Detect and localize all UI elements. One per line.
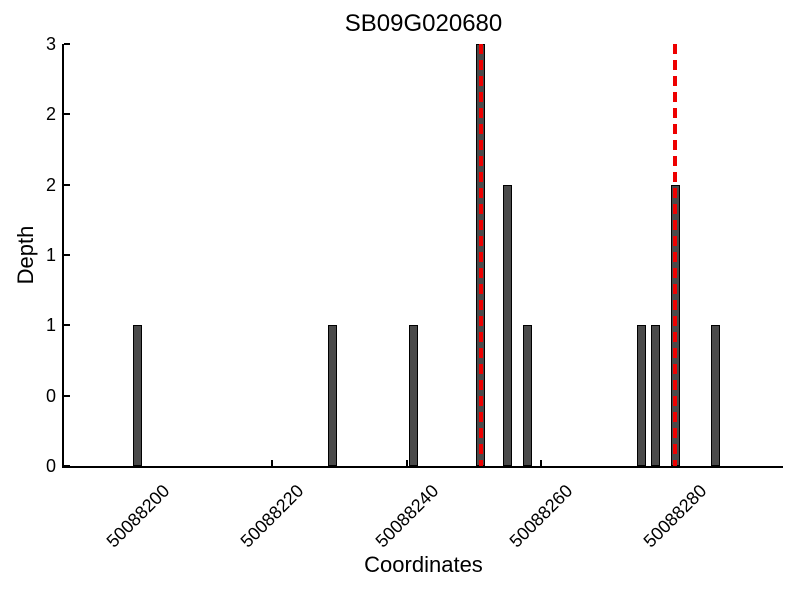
- bar: [133, 325, 143, 466]
- y-tick-label: 2: [45, 104, 56, 125]
- bar: [650, 325, 660, 466]
- y-tick: [64, 113, 70, 116]
- y-tick-label: 2: [45, 174, 56, 195]
- y-tick-label: 0: [45, 456, 56, 476]
- bar: [408, 325, 418, 466]
- x-tick-label: 50088260: [505, 480, 577, 552]
- x-tick: [540, 460, 543, 466]
- y-tick-label: 0: [45, 385, 56, 406]
- x-tick-label: 50088220: [236, 480, 308, 552]
- y-tick: [64, 43, 70, 45]
- y-axis-spine: [62, 44, 64, 468]
- x-axis-label: Coordinates: [364, 552, 483, 577]
- vline-dashed: [478, 44, 483, 466]
- x-tick: [405, 460, 408, 466]
- bar: [637, 325, 647, 466]
- x-tick-label: 50088200: [102, 480, 174, 552]
- y-tick-label: 1: [45, 245, 56, 265]
- y-tick-label: 1: [45, 315, 56, 336]
- x-axis-spine: [62, 466, 783, 468]
- bar: [328, 325, 338, 466]
- bar: [711, 325, 721, 466]
- x-tick-label: 50088280: [640, 480, 711, 552]
- vline-dashed: [673, 44, 678, 466]
- y-tick: [64, 394, 70, 397]
- x-tick-label: 50088240: [371, 480, 443, 552]
- y-tick: [64, 324, 70, 327]
- y-tick: [64, 183, 70, 186]
- bar: [523, 325, 533, 466]
- chart-title: SB09G020680: [344, 10, 503, 37]
- bar: [502, 184, 512, 466]
- x-tick: [271, 460, 274, 466]
- y-tick-label: 3: [45, 34, 56, 54]
- y-tick: [64, 254, 70, 256]
- y-tick: [64, 465, 70, 467]
